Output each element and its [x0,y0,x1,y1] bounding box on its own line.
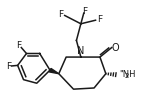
Text: "NH: "NH [119,70,136,79]
Text: 2: 2 [125,73,129,79]
Text: F: F [6,62,11,71]
Text: F: F [59,10,64,19]
Polygon shape [49,68,59,74]
Text: N: N [77,46,85,56]
Text: F: F [82,7,87,16]
Text: F: F [17,41,22,50]
Text: F: F [97,15,102,24]
Text: O: O [112,43,119,53]
